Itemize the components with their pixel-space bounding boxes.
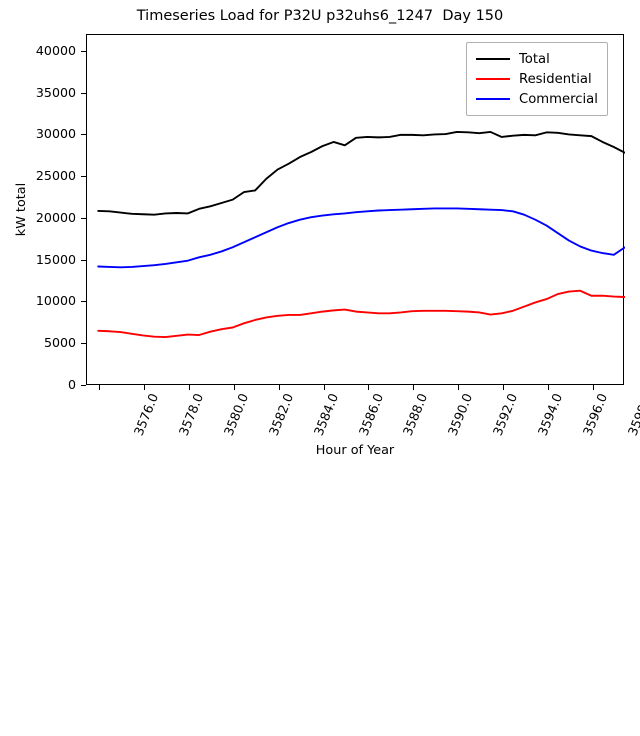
y-axis-tick-label: 25000 [35, 168, 76, 184]
y-axis-tick-mark [81, 385, 86, 386]
x-axis-tick-label: 3596.0 [579, 391, 610, 438]
y-axis-tick-label: 35000 [35, 84, 76, 100]
y-axis-tick-label: 10000 [35, 293, 76, 309]
legend-entry: Commercial [476, 89, 598, 109]
x-axis-tick-label: 3586.0 [355, 391, 386, 438]
series-line-residential [97, 289, 625, 339]
x-axis-tick-mark [413, 385, 415, 390]
y-axis-tick-labels: 0 5000 10000 15000 20000 25000 30000 35000 40000 [0, 0, 76, 480]
x-axis-tick-label: 3576.0 [131, 391, 162, 438]
x-axis-tick-label: 3594.0 [534, 391, 566, 438]
x-axis-tick-label: 3588.0 [400, 391, 431, 438]
x-axis-tick-label: 3592.0 [489, 391, 521, 438]
x-axis-tick-label: 3578.0 [175, 391, 207, 438]
x-axis-tick-label: 3598.0 [624, 391, 640, 438]
legend-label: Total [519, 51, 550, 67]
legend-label: Residential [519, 71, 592, 87]
x-axis-tick-label: 3582.0 [265, 391, 297, 438]
series-line-total [97, 130, 625, 216]
y-axis-tick-label: 0 [67, 377, 76, 392]
x-axis-tick-mark [592, 385, 594, 390]
legend-entry: Total [476, 49, 598, 69]
x-axis-tick-mark [189, 385, 191, 390]
legend-label: Commercial [519, 91, 598, 107]
x-axis-tick-mark [233, 385, 235, 390]
x-axis-tick-mark [323, 385, 325, 390]
y-axis-tick-label: 40000 [35, 42, 76, 58]
legend-line-swatch [476, 78, 510, 80]
y-axis-tick-mark [81, 343, 86, 345]
chart-title: Timeseries Load for P32U p32uhs6_1247 Da… [136, 8, 504, 24]
plot-lines [97, 130, 625, 339]
y-axis-tick-mark [81, 134, 86, 136]
x-axis-tick-label: 3584.0 [310, 391, 341, 438]
x-axis-tick-label: 3590.0 [444, 391, 476, 438]
x-axis-tick-mark [278, 385, 280, 390]
y-axis-tick-mark [81, 176, 86, 178]
y-axis-tick-mark [81, 92, 86, 94]
chart-figure: Timeseries Load for P32U p32uhs6_1247 Da… [0, 0, 640, 480]
y-axis-tick-mark [81, 301, 86, 303]
x-axis-tick-mark [144, 385, 146, 390]
x-axis-tick-label: 3580.0 [220, 391, 252, 438]
y-axis-tick-label: 5000 [43, 335, 76, 351]
legend-line-swatch [476, 98, 510, 100]
legend-entry: Residential [476, 69, 598, 89]
legend-line-swatch [476, 58, 510, 60]
y-axis-tick-label: 20000 [35, 209, 76, 225]
series-line-commercial [97, 207, 625, 269]
y-axis-tick-mark [81, 50, 86, 52]
chart-legend: Total Residential Commercial [466, 42, 608, 116]
x-axis-tick-mark [458, 385, 460, 390]
y-axis-tick-mark [81, 217, 86, 219]
x-axis-label: Hour of Year [315, 443, 395, 458]
x-axis-tick-mark [368, 385, 370, 390]
y-axis-tick-label: 30000 [35, 126, 76, 142]
y-axis-tick-label: 15000 [35, 251, 76, 267]
y-axis-tick-mark [81, 259, 86, 261]
x-axis-tick-mark [502, 385, 504, 390]
x-axis-tick-mark [547, 385, 549, 390]
x-axis-tick-mark [99, 385, 101, 390]
